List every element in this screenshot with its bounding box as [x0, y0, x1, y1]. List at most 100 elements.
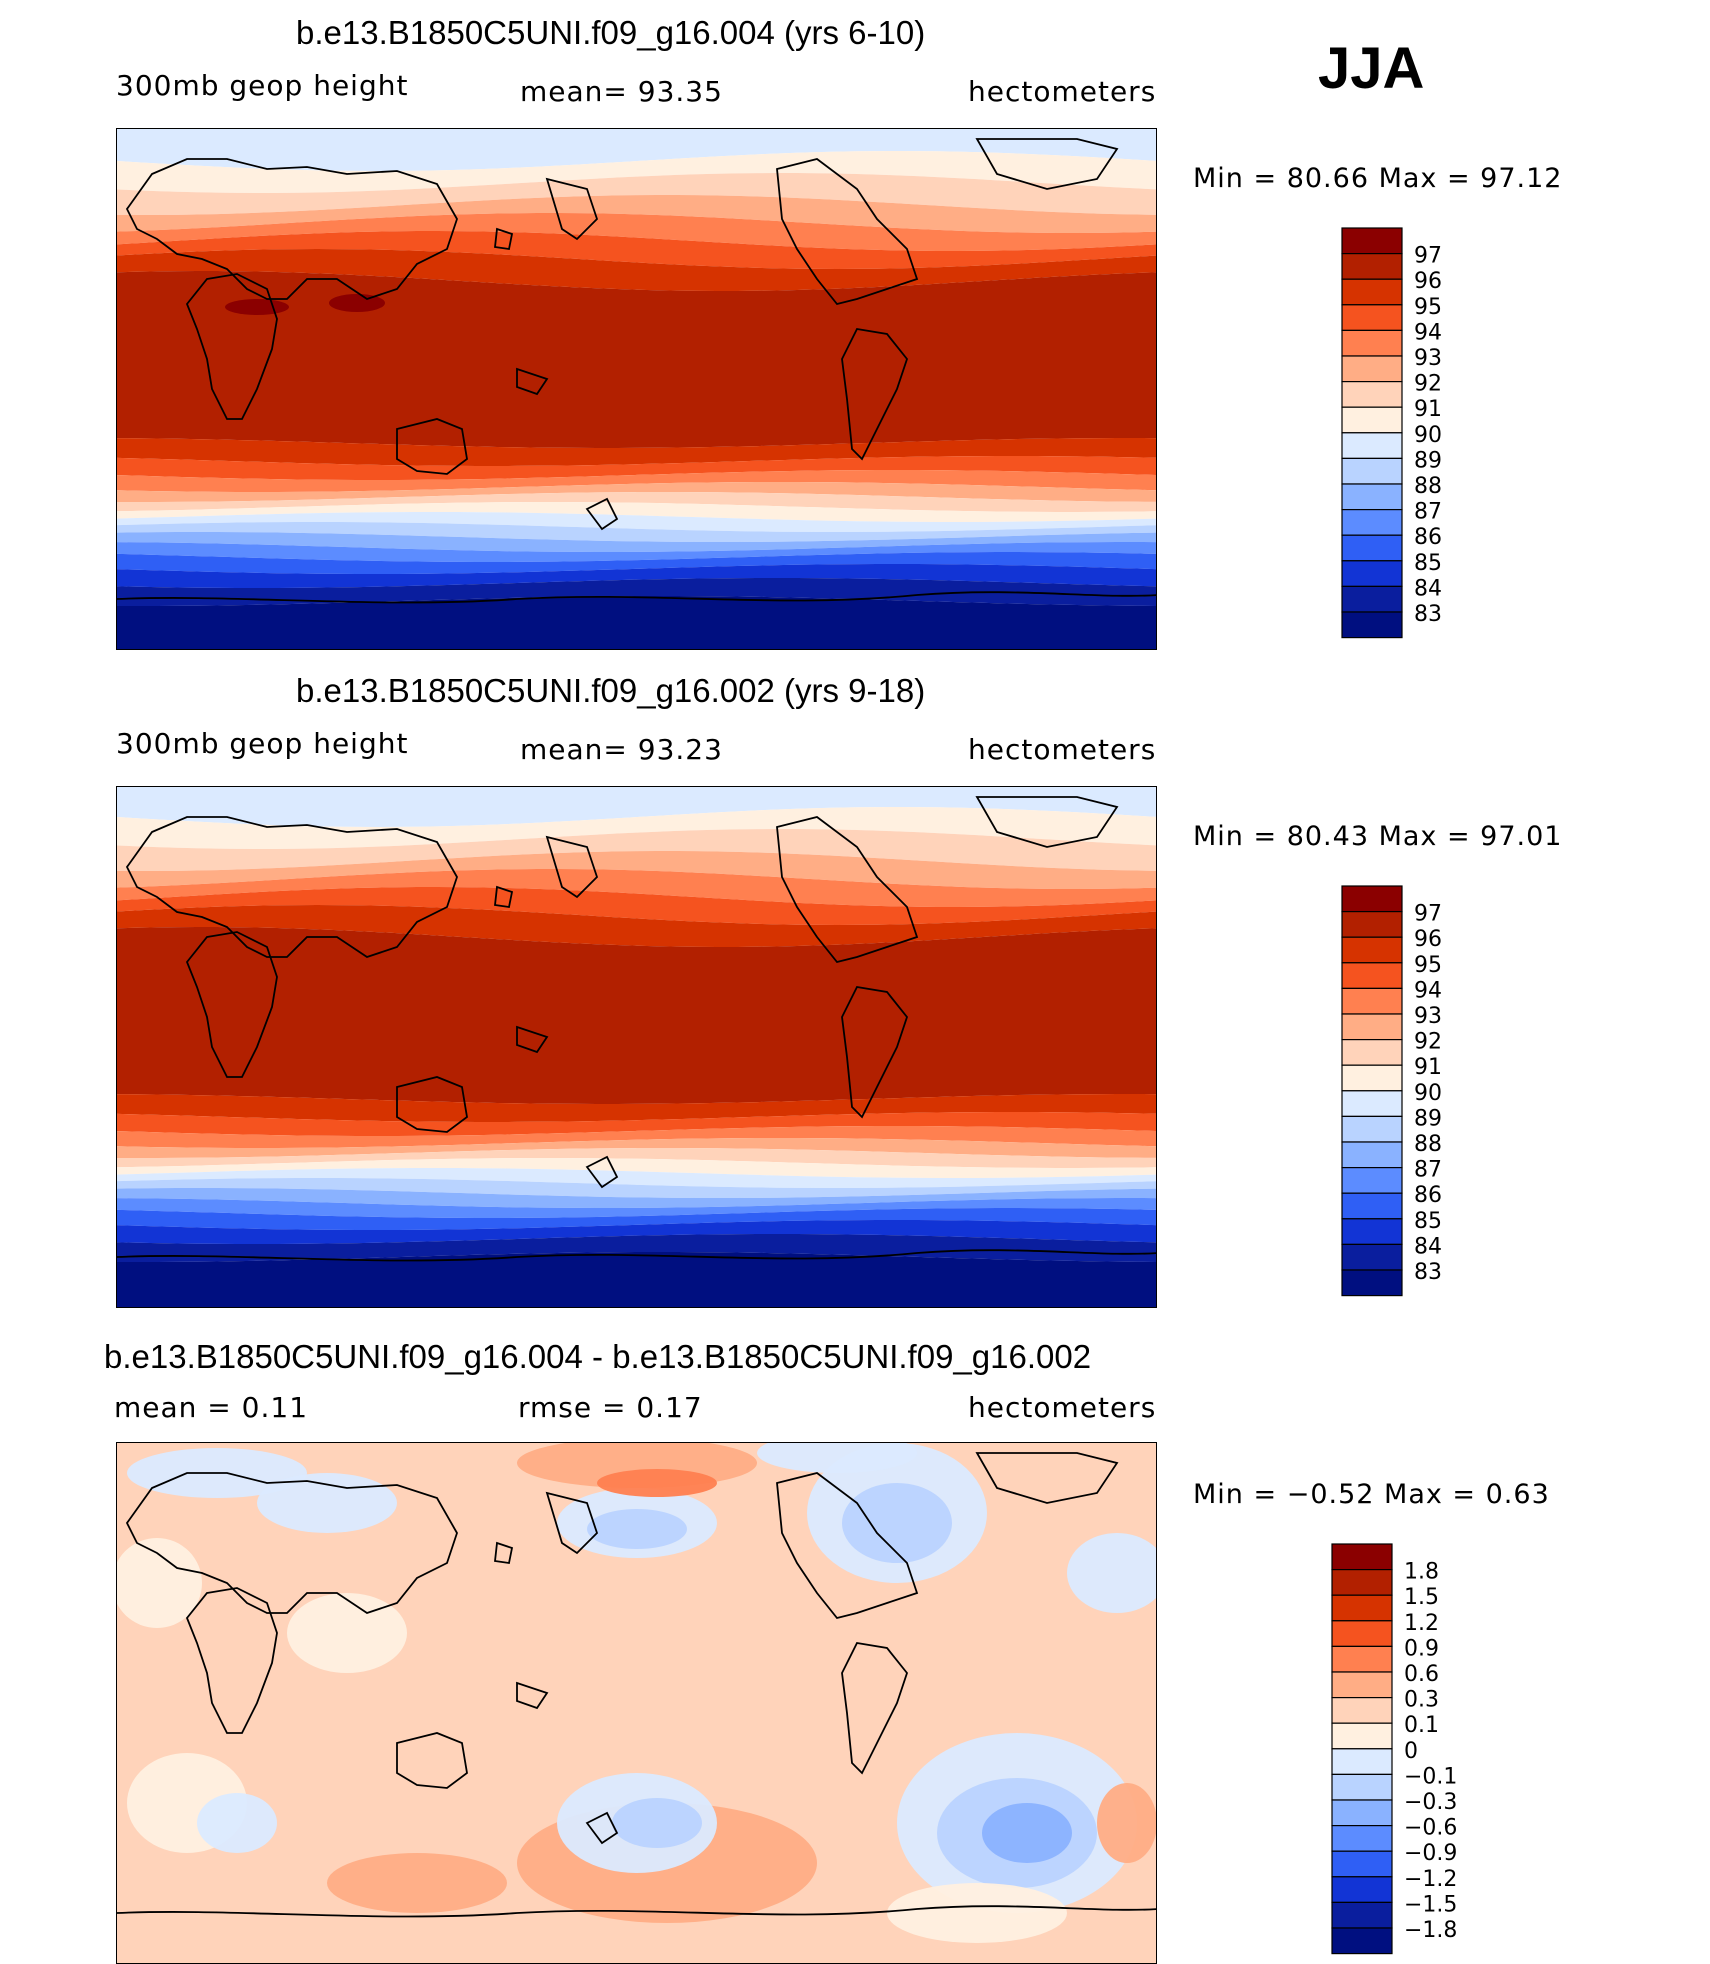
colorbar-swatch — [1341, 911, 1403, 938]
colorbar-swatch — [1331, 1594, 1393, 1622]
colorbar-tick-label: 85 — [1414, 551, 1442, 576]
colorbar-tick-label: 96 — [1414, 269, 1442, 294]
panel-2-units-label: hectometers — [968, 733, 1157, 766]
panel-3-field — [117, 1443, 1156, 1963]
colorbar-tick-label: 0 — [1404, 1739, 1418, 1764]
panel-3-units-label: hectometers — [968, 1391, 1157, 1424]
colorbar-swatch — [1341, 1090, 1403, 1118]
colorbar-tick-label: 94 — [1414, 320, 1442, 345]
colorbar-tick-label: −0.1 — [1404, 1764, 1457, 1789]
colorbar-tick-label: 1.5 — [1404, 1585, 1439, 1610]
panel-1-field — [117, 129, 1156, 649]
colorbar-tick-label: 91 — [1414, 397, 1442, 422]
panel-3-map — [116, 1442, 1157, 1964]
colorbar-tick-label: 85 — [1414, 1209, 1442, 1234]
colorbar-tick-label: 0.3 — [1404, 1688, 1439, 1713]
panel-3-title: b.e13.B1850C5UNI.f09_g16.004 - b.e13.B18… — [104, 1338, 1092, 1375]
colorbar-swatch — [1331, 1645, 1393, 1673]
colorbar-tick-label: 1.8 — [1404, 1560, 1439, 1585]
colorbar-tick-label: 88 — [1414, 474, 1442, 499]
panel-2-title: b.e13.B1850C5UNI.f09_g16.002 (yrs 9-18) — [296, 672, 926, 709]
colorbar-swatch — [1341, 1039, 1403, 1066]
colorbar-tick-label: 94 — [1414, 978, 1442, 1003]
colorbar-tick-label: −1.8 — [1404, 1918, 1457, 1943]
colorbar-tick-label: 90 — [1414, 1081, 1442, 1106]
panel-1-title: b.e13.B1850C5UNI.f09_g16.004 (yrs 6-10) — [296, 14, 926, 51]
colorbar-tick-label: 92 — [1414, 372, 1442, 397]
panel-3-mean-label: mean = 0.11 — [114, 1391, 309, 1424]
colorbar-swatch — [1341, 936, 1403, 964]
colorbar-swatch — [1331, 1543, 1393, 1571]
panel-2-field — [117, 787, 1156, 1307]
colorbar-tick-label: 86 — [1414, 525, 1442, 550]
colorbar-tick-label: 91 — [1414, 1055, 1442, 1080]
colorbar-tick-label: −0.6 — [1404, 1816, 1457, 1841]
colorbar-swatch — [1341, 329, 1403, 357]
colorbar-tick-label: 83 — [1414, 602, 1442, 627]
panel-3-rmse-label: rmse = 0.17 — [518, 1391, 703, 1424]
colorbar-swatch — [1341, 355, 1403, 383]
colorbar-swatch — [1341, 278, 1403, 306]
colorbar-swatch — [1341, 1218, 1403, 1245]
colorbar-swatch — [1331, 1748, 1393, 1776]
colorbar-swatch — [1341, 381, 1403, 408]
colorbar-tick-label: 87 — [1414, 1158, 1442, 1183]
colorbar-swatch — [1341, 611, 1403, 639]
colorbar-swatch — [1341, 1243, 1403, 1271]
colorbar-swatch — [1341, 457, 1403, 485]
colorbar-swatch — [1331, 1825, 1393, 1852]
colorbar-tick-label: 96 — [1414, 927, 1442, 952]
colorbar-tick-label: 92 — [1414, 1030, 1442, 1055]
colorbar-tick-label: 93 — [1414, 346, 1442, 371]
colorbar-swatch — [1331, 1671, 1393, 1699]
colorbar-swatch — [1341, 227, 1403, 255]
colorbar-tick-label: 97 — [1414, 244, 1442, 269]
colorbar-swatch — [1341, 1013, 1403, 1041]
panel-3-minmax: Min = −0.52 Max = 0.63 — [1193, 1479, 1550, 1510]
panel-1-colorbar: 97 96 95 94 93 92 91 90 89 88 87 86 85 84 83 — [1341, 227, 1522, 646]
colorbar-tick-label: 83 — [1414, 1260, 1442, 1285]
colorbar-swatch — [1341, 253, 1403, 280]
colorbar-swatch — [1331, 1620, 1393, 1648]
colorbar-tick-label: 95 — [1414, 295, 1442, 320]
colorbar-tick-label: 1.2 — [1404, 1611, 1439, 1636]
panel-2-variable-label: 300mb geop height — [116, 727, 409, 760]
colorbar-swatch — [1341, 885, 1403, 913]
colorbar-swatch — [1331, 1850, 1393, 1878]
panel-2-mean-label: mean= 93.23 — [520, 733, 723, 766]
panel-1-variable-label: 300mb geop height — [116, 69, 409, 102]
colorbar-tick-label: 0.6 — [1404, 1662, 1439, 1687]
colorbar-swatch — [1341, 534, 1403, 562]
colorbar-tick-label: 0.1 — [1404, 1713, 1439, 1738]
colorbar-tick-label: 87 — [1414, 500, 1442, 525]
colorbar-tick-label: 89 — [1414, 1106, 1442, 1131]
colorbar-swatch — [1341, 560, 1403, 587]
colorbar-tick-label: −0.9 — [1404, 1841, 1457, 1866]
colorbar-swatch — [1341, 585, 1403, 613]
colorbar-swatch — [1341, 987, 1403, 1015]
panel-2-minmax: Min = 80.43 Max = 97.01 — [1193, 821, 1563, 852]
colorbar-swatch — [1341, 1141, 1403, 1169]
colorbar-swatch — [1331, 1876, 1393, 1903]
colorbar-tick-label: −0.3 — [1404, 1790, 1457, 1815]
colorbar-tick-label: 95 — [1414, 953, 1442, 978]
colorbar-swatch — [1341, 962, 1403, 990]
colorbar-swatch — [1341, 304, 1403, 332]
colorbar-swatch — [1341, 406, 1403, 434]
colorbar-swatch — [1331, 1697, 1393, 1724]
colorbar-tick-label: 86 — [1414, 1183, 1442, 1208]
panel-1-mean-label: mean= 93.35 — [520, 75, 723, 108]
colorbar-swatch — [1341, 1115, 1403, 1143]
panel-2-colorbar: 97 96 95 94 93 92 91 90 89 88 87 86 85 84 83 — [1341, 885, 1522, 1304]
colorbar-swatch — [1341, 1064, 1403, 1092]
colorbar-swatch — [1331, 1927, 1393, 1955]
colorbar-swatch — [1341, 483, 1403, 511]
colorbar-swatch — [1341, 509, 1403, 536]
colorbar-tick-label: 88 — [1414, 1132, 1442, 1157]
colorbar-tick-label: 97 — [1414, 902, 1442, 927]
panel-1-map — [116, 128, 1157, 650]
colorbar-swatch — [1341, 1192, 1403, 1220]
colorbar-tick-label: 89 — [1414, 448, 1442, 473]
panel-1-minmax: Min = 80.66 Max = 97.12 — [1193, 163, 1563, 194]
colorbar-swatch — [1341, 1167, 1403, 1194]
